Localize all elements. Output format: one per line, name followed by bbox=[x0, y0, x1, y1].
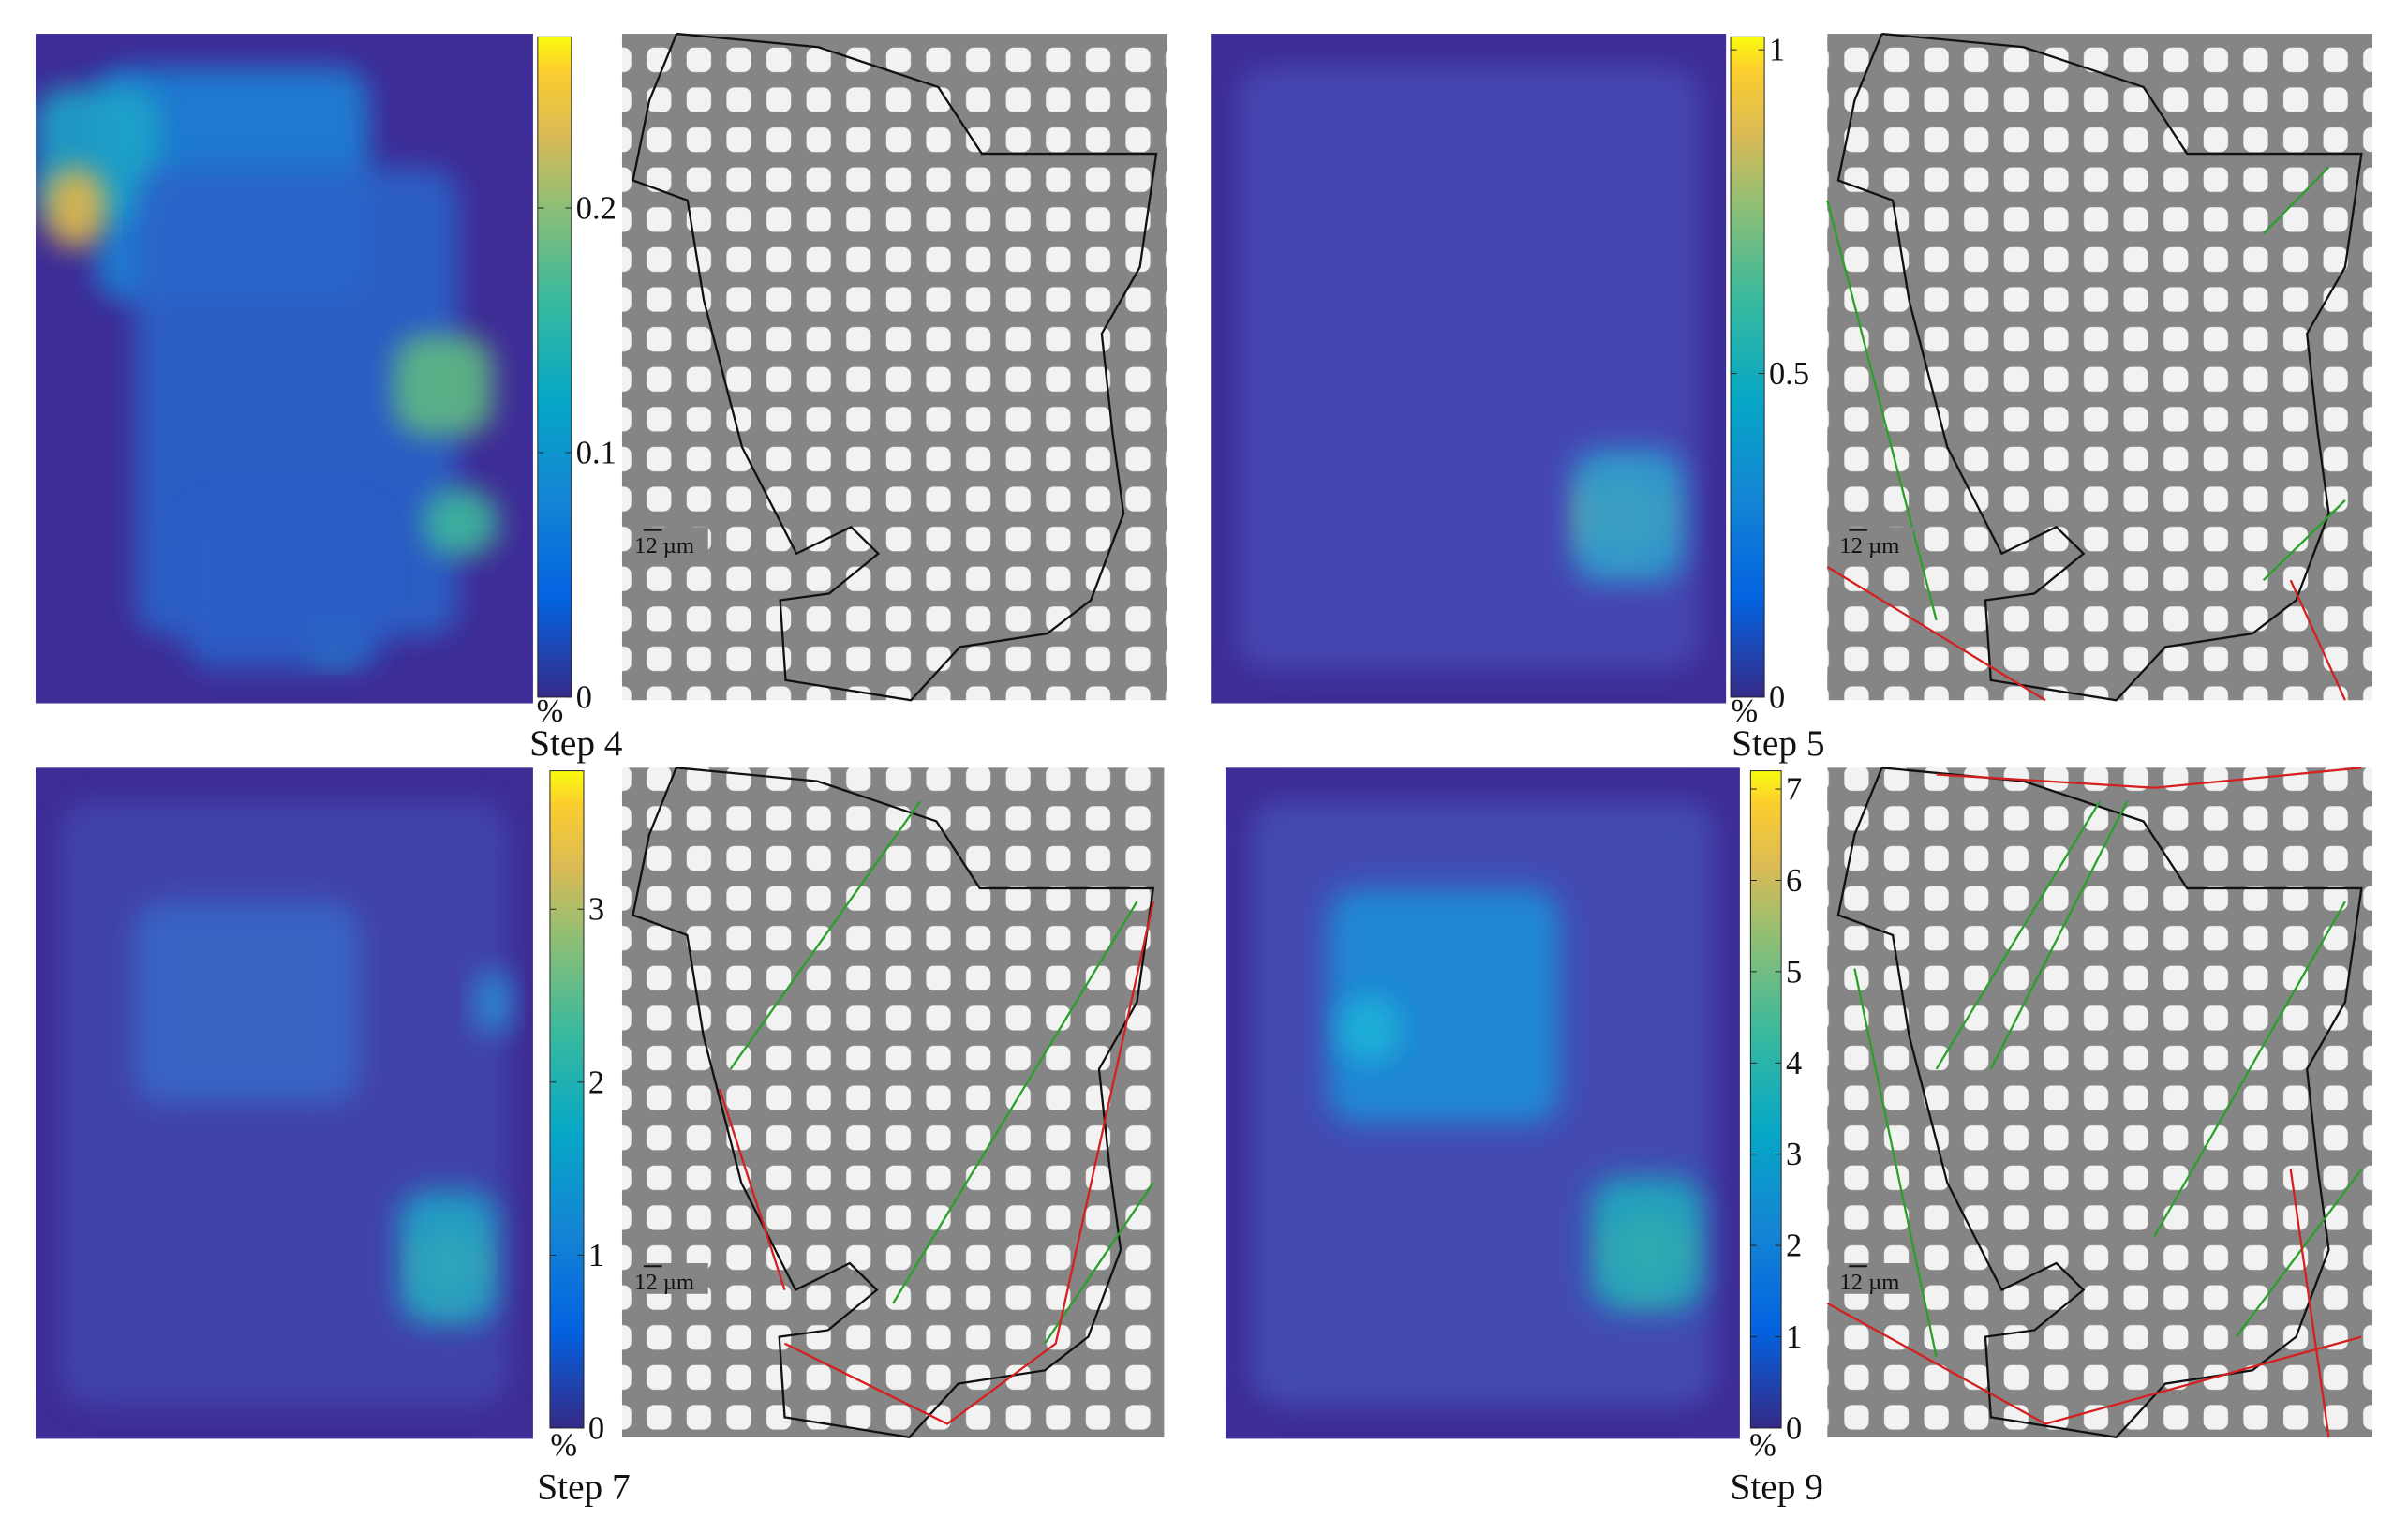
colorbar-tick-label: 7 bbox=[1786, 772, 1802, 808]
heatmap-region bbox=[1571, 449, 1686, 583]
colorbar bbox=[537, 36, 572, 698]
grain-boundary bbox=[1836, 767, 2363, 1438]
grain-boundary bbox=[632, 32, 1158, 702]
colorbar-tick-label: 1 bbox=[588, 1238, 604, 1273]
heatmap bbox=[36, 67, 498, 670]
colorbar-unit: % bbox=[550, 1427, 577, 1463]
scale-bar-label: 12 µm bbox=[1839, 1270, 1899, 1295]
colorbar-tick-label: 2 bbox=[1786, 1229, 1802, 1264]
heatmap-region bbox=[135, 901, 360, 1104]
heatmap bbox=[1251, 801, 1715, 1406]
colorbar-tick-label: 5 bbox=[1786, 954, 1802, 990]
panel-label: Step 4 bbox=[529, 722, 623, 764]
scale-bar-label: 12 µm bbox=[1839, 533, 1899, 558]
colorbar-tick-label: 4 bbox=[1786, 1046, 1802, 1081]
panel-label: Step 9 bbox=[1731, 1466, 1823, 1507]
scale-bar-bg bbox=[1836, 527, 1914, 558]
colorbar-tick-label: 0.2 bbox=[576, 190, 617, 226]
heatmap-region bbox=[473, 969, 513, 1036]
colorbar bbox=[1730, 36, 1765, 698]
slip-trace bbox=[2235, 1169, 2363, 1338]
heatmap bbox=[60, 801, 513, 1406]
scale-bar-bg bbox=[1836, 1263, 1914, 1294]
scale-bar-label: 12 µm bbox=[634, 1270, 694, 1295]
scale-bar-bg bbox=[631, 527, 708, 558]
grain-boundary bbox=[1836, 32, 2363, 702]
colorbar-tick-label: 6 bbox=[1786, 863, 1802, 899]
colorbar-tick-label: 0 bbox=[1786, 1410, 1802, 1446]
panel: 0 1 2 3 4 5 6 7%Step 9 12 µm bbox=[1225, 767, 2373, 1507]
crack bbox=[783, 901, 1154, 1425]
colorbar-unit: % bbox=[1749, 1427, 1776, 1463]
sem-image bbox=[621, 767, 1165, 1437]
heatmap-region bbox=[45, 167, 106, 248]
crack bbox=[2289, 579, 2346, 701]
slip-trace bbox=[729, 800, 922, 1070]
slip-trace bbox=[2262, 499, 2346, 582]
colorbar-tick-label: 0.1 bbox=[576, 435, 617, 470]
colorbar-unit: % bbox=[1731, 693, 1758, 729]
crack bbox=[1826, 1302, 2362, 1425]
crack bbox=[1936, 767, 2362, 789]
slip-trace bbox=[2262, 166, 2330, 235]
colorbar bbox=[1749, 770, 1782, 1429]
sem-image bbox=[621, 34, 1167, 701]
heatmap-region bbox=[398, 1190, 498, 1325]
crack bbox=[718, 1088, 786, 1290]
panel: 0 0.5 1%Step 5 12 µm bbox=[1211, 32, 2373, 764]
panel: 0 0.1 0.2%Step 4 12 µm bbox=[35, 32, 1167, 764]
colorbar-tick-label: 3 bbox=[1786, 1137, 1802, 1172]
colorbar-tick-label: 0 bbox=[1769, 679, 1785, 715]
slip-trace bbox=[1853, 968, 1938, 1358]
slip-trace bbox=[1989, 800, 2129, 1070]
scale-bar-label: 12 µm bbox=[634, 533, 694, 558]
heatmap bbox=[1237, 67, 1701, 670]
colorbar bbox=[549, 770, 585, 1429]
panel-label: Step 5 bbox=[1732, 722, 1824, 764]
panel: 0 1 2 3%Step 7 12 µm bbox=[35, 767, 1165, 1507]
sem-image bbox=[1827, 34, 2373, 701]
slip-trace bbox=[2153, 901, 2346, 1237]
colorbar-tick-label: 0 bbox=[576, 679, 592, 715]
colorbar-tick-label: 0 bbox=[588, 1410, 604, 1446]
sem-image bbox=[1827, 767, 2373, 1437]
colorbar-tick-label: 2 bbox=[588, 1065, 604, 1100]
slip-trace bbox=[1935, 800, 2102, 1070]
slip-trace bbox=[892, 901, 1138, 1304]
panel-label: Step 7 bbox=[537, 1466, 630, 1507]
colorbar-tick-label: 0.5 bbox=[1769, 356, 1809, 392]
heatmap-region bbox=[1590, 1177, 1704, 1312]
heatmap-region bbox=[1338, 995, 1401, 1064]
slip-trace bbox=[1044, 1182, 1154, 1345]
slip-trace bbox=[1826, 200, 1938, 621]
crack bbox=[1826, 566, 2046, 702]
colorbar-tick-label: 1 bbox=[1769, 33, 1785, 68]
scale-bar-bg bbox=[631, 1263, 708, 1294]
colorbar-tick-label: 3 bbox=[588, 892, 604, 928]
heatmap-region bbox=[1328, 888, 1560, 1124]
grain-boundary bbox=[632, 767, 1155, 1438]
colorbar-unit: % bbox=[537, 693, 564, 729]
heatmap-region bbox=[185, 502, 384, 670]
crack bbox=[2289, 1169, 2330, 1437]
colorbar-tick-label: 1 bbox=[1786, 1319, 1802, 1355]
heatmap-region bbox=[394, 335, 494, 436]
heatmap-region bbox=[424, 488, 498, 557]
